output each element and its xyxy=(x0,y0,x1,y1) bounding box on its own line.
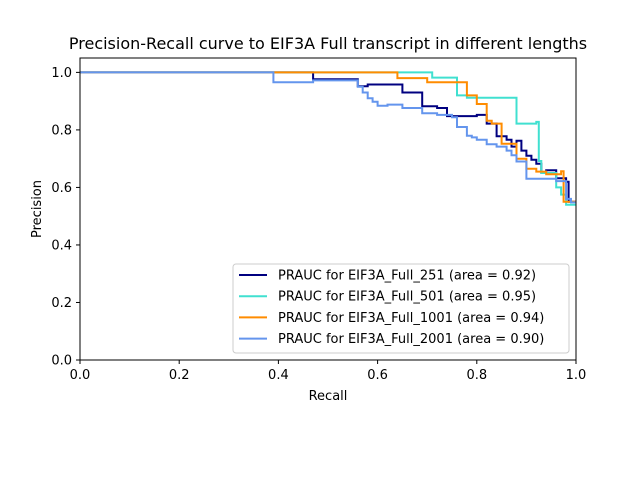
x-tick-label: 1.0 xyxy=(566,368,587,383)
legend-box xyxy=(232,263,570,354)
y-tick-label: 0.8 xyxy=(51,123,72,138)
x-tick-label: 0.4 xyxy=(268,368,289,383)
series-line-4 xyxy=(80,71,576,204)
y-axis-label: Precision xyxy=(30,180,45,238)
y-tick-label: 0.4 xyxy=(51,238,72,253)
x-axis-ticks: 0.0 0.2 0.4 0.6 0.8 1.0 xyxy=(70,360,587,383)
series-layer xyxy=(80,71,576,206)
y-tick-label: 0.0 xyxy=(51,354,72,369)
chart-title: Precision-Recall curve to EIF3A Full tra… xyxy=(69,34,587,53)
x-tick-label: 0.2 xyxy=(169,368,190,383)
legend-items: PRAUC for EIF3A_Full_251 (area = 0.92) PR… xyxy=(239,269,544,347)
x-tick-label: 0.8 xyxy=(466,368,487,383)
y-tick-label: 0.6 xyxy=(51,181,72,196)
x-axis-label: Recall xyxy=(309,389,348,404)
legend-label-4: PRAUC for EIF3A_Full_2001 (area = 0.90) xyxy=(278,332,544,347)
y-tick-label: 0.2 xyxy=(51,296,72,311)
x-tick-label: 0.0 xyxy=(70,368,91,383)
legend-label-3: PRAUC for EIF3A_Full_1001 (area = 0.94) xyxy=(278,311,544,326)
y-tick-label: 1.0 xyxy=(51,66,72,81)
legend: PRAUC for EIF3A_Full_251 (area = 0.92) PR… xyxy=(232,263,570,354)
legend-label-1: PRAUC for EIF3A_Full_251 (area = 0.92) xyxy=(278,269,536,284)
y-axis-ticks: 0.0 0.2 0.4 0.6 0.8 1.0 xyxy=(51,66,80,369)
plot-frame xyxy=(79,57,577,361)
legend-label-2: PRAUC for EIF3A_Full_501 (area = 0.95) xyxy=(278,290,536,305)
series-line-2 xyxy=(80,71,576,206)
x-tick-label: 0.6 xyxy=(367,368,388,383)
series-line-3 xyxy=(80,71,576,203)
